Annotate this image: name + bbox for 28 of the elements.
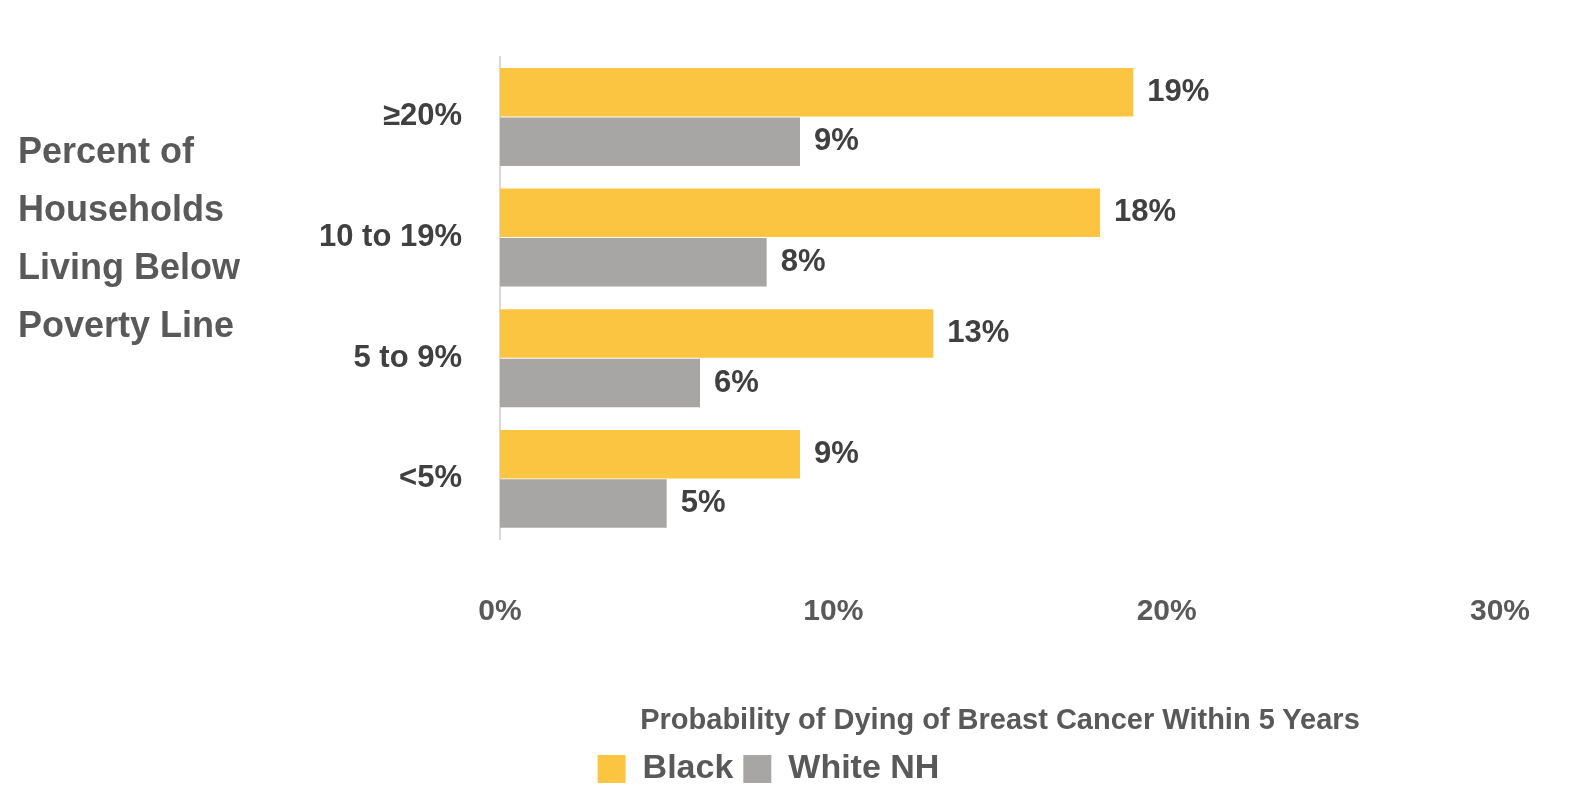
- data-label: 13%: [947, 314, 1010, 350]
- bar: [500, 309, 934, 358]
- bar: [500, 67, 1134, 117]
- legend-label: White NH: [788, 747, 940, 786]
- legend-label: Black: [642, 747, 734, 786]
- x-tick-label: 20%: [1136, 593, 1197, 627]
- bar: [500, 117, 800, 166]
- data-label: 8%: [780, 242, 826, 278]
- bar: [500, 188, 1100, 238]
- x-tick-label: 10%: [803, 593, 864, 627]
- y-tick-label: 5 to 9%: [353, 338, 462, 374]
- data-label: 5%: [680, 484, 726, 520]
- y-axis-title: Percent of Households Living Below Poverty Line: [18, 129, 242, 345]
- y-tick-label: 10 to 19%: [318, 218, 462, 254]
- x-tick-label: 30%: [1469, 593, 1530, 627]
- x-axis-title: Probability of Dying of Breast Cancer Within 5 Years: [640, 702, 1360, 735]
- data-label: 9%: [813, 434, 859, 470]
- data-label: 9%: [813, 122, 859, 158]
- bar: [500, 429, 800, 479]
- data-label: 18%: [1113, 193, 1177, 229]
- bar: [500, 479, 667, 528]
- bar: [500, 358, 700, 408]
- data-label: 6%: [714, 363, 759, 399]
- bar: [500, 238, 767, 287]
- y-tick-label: <5%: [399, 459, 462, 495]
- x-tick-label: 0%: [478, 593, 522, 627]
- data-label: 19%: [1147, 72, 1210, 108]
- y-tick-label: ≥20%: [382, 97, 462, 133]
